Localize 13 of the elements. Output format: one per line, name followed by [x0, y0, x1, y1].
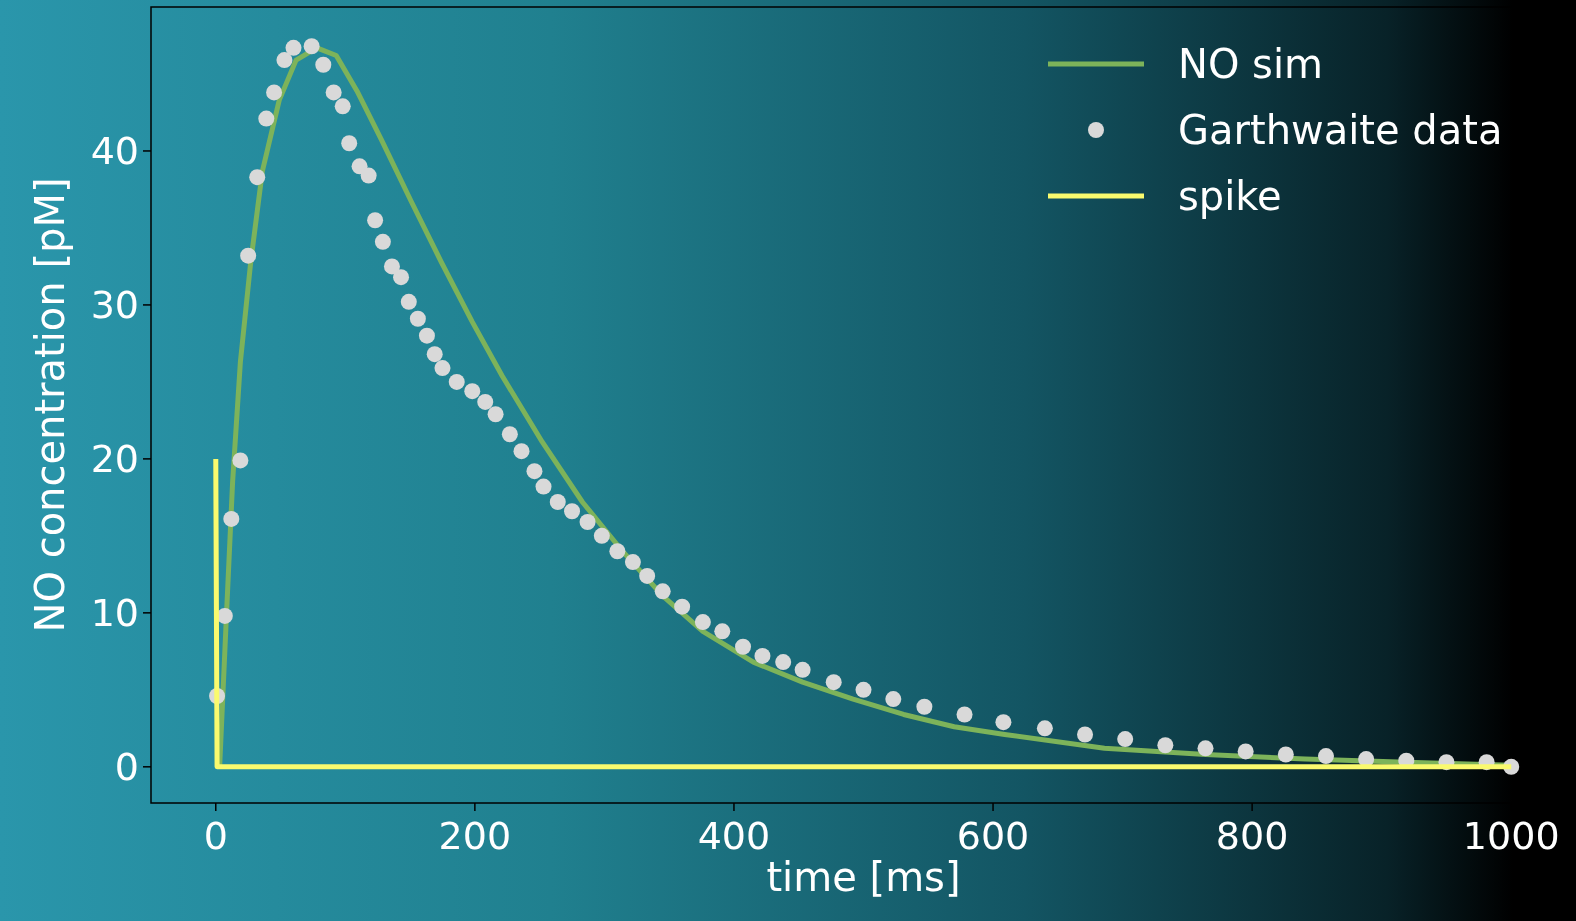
- x-tick-label: 200: [438, 814, 512, 858]
- x-tick-label: 0: [203, 814, 228, 858]
- y-tick-label: 0: [114, 745, 139, 790]
- y-tick-label: 10: [90, 591, 139, 636]
- legend-label: Garthwaite data: [1178, 107, 1503, 153]
- legend-label: spike: [1178, 173, 1282, 219]
- x-tick-label: 1000: [1462, 814, 1560, 858]
- y-axis-title: NO concentration [pM]: [27, 177, 73, 633]
- y-tick-label: 20: [90, 437, 139, 482]
- y-tick-label: 40: [90, 129, 139, 174]
- legend-label: NO sim: [1178, 41, 1324, 87]
- x-tick-label: 800: [1215, 814, 1289, 858]
- y-tick-label: 30: [90, 283, 139, 328]
